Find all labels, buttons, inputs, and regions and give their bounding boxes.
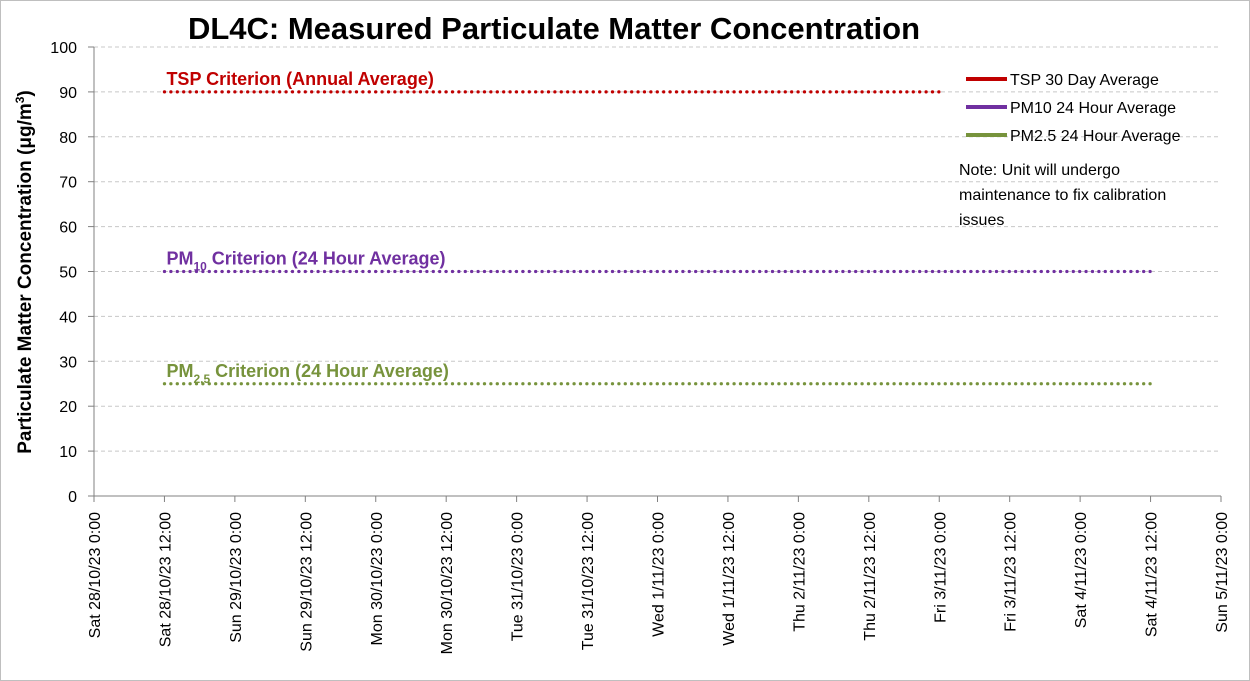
legend-label: PM10 24 Hour Average bbox=[1010, 100, 1176, 117]
x-tick-label: Sun 5/11/23 0:00 bbox=[1214, 512, 1231, 633]
axes bbox=[93, 47, 1221, 497]
x-tick-label: Sat 4/11/23 12:00 bbox=[1144, 512, 1161, 637]
legend-label: TSP 30 Day Average bbox=[1010, 72, 1159, 89]
x-tick-label: Fri 3/11/23 0:00 bbox=[932, 512, 949, 623]
legend-label: PM2.5 24 Hour Average bbox=[1010, 128, 1181, 145]
criterion-lines: TSP Criterion (Annual Average) PM10 Crite… bbox=[162, 69, 1153, 386]
y-tick-label: 80 bbox=[59, 130, 77, 147]
criterion-label: TSP Criterion (Annual Average) bbox=[166, 69, 433, 89]
y-tick-label: 10 bbox=[59, 444, 77, 461]
note-line: maintenance to fix calibration bbox=[959, 187, 1166, 204]
x-tick-label: Tue 31/10/23 12:00 bbox=[580, 512, 597, 650]
y-tick-label: 60 bbox=[59, 220, 77, 237]
x-tick-label: Sun 29/10/23 0:00 bbox=[228, 512, 245, 643]
y-axis-ticks: 0 10 20 30 40 50 60 70 80 90 100 bbox=[50, 40, 94, 506]
x-tick-label: Mon 30/10/23 12:00 bbox=[439, 512, 456, 654]
x-tick-label: Sat 4/11/23 0:00 bbox=[1073, 512, 1090, 628]
y-axis-label-superscript: 3 bbox=[13, 96, 27, 103]
x-tick-label: Fri 3/11/23 12:00 bbox=[1003, 512, 1020, 632]
chart-title: DL4C: Measured Particulate Matter Concen… bbox=[188, 11, 920, 46]
x-tick-label: Thu 2/11/23 0:00 bbox=[791, 512, 808, 632]
x-axis-ticks: Sat 28/10/23 0:00 Sat 28/10/23 12:00 Sun 2… bbox=[87, 496, 1231, 654]
x-tick-label: Sat 28/10/23 12:00 bbox=[157, 512, 174, 647]
y-tick-label: 20 bbox=[59, 399, 77, 416]
legend: TSP 30 Day Average PM10 24 Hour Average PM… bbox=[966, 72, 1181, 145]
x-tick-label: Sat 28/10/23 0:00 bbox=[87, 512, 104, 638]
criterion-label: PM2.5 Criterion (24 Hour Average) bbox=[166, 361, 448, 386]
y-tick-label: 70 bbox=[59, 175, 77, 192]
x-tick-label: Tue 31/10/23 0:00 bbox=[510, 512, 527, 641]
y-tick-label: 90 bbox=[59, 85, 77, 102]
x-tick-label: Wed 1/11/23 0:00 bbox=[651, 512, 668, 637]
y-tick-label: 100 bbox=[50, 40, 77, 57]
note-annotation: Note: Unit will undergo maintenance to fi… bbox=[959, 162, 1166, 229]
y-axis-label: Particulate Matter Concentration (μg/m3) bbox=[13, 90, 36, 454]
y-tick-label: 40 bbox=[59, 309, 77, 326]
note-line: Note: Unit will undergo bbox=[959, 162, 1120, 179]
y-axis-label-main: Particulate Matter Concentration (μg/m bbox=[15, 103, 36, 454]
criterion-label: PM10 Criterion (24 Hour Average) bbox=[166, 249, 445, 274]
x-tick-label: Sun 29/10/23 12:00 bbox=[298, 512, 315, 652]
note-line: issues bbox=[959, 212, 1004, 229]
x-tick-label: Mon 30/10/23 0:00 bbox=[369, 512, 386, 646]
x-tick-label: Wed 1/11/23 12:00 bbox=[721, 512, 738, 646]
y-tick-label: 50 bbox=[59, 265, 77, 282]
y-axis-label-end: ) bbox=[15, 90, 36, 96]
x-tick-label: Thu 2/11/23 12:00 bbox=[862, 512, 879, 641]
y-tick-label: 0 bbox=[68, 489, 77, 506]
y-tick-label: 30 bbox=[59, 354, 77, 371]
